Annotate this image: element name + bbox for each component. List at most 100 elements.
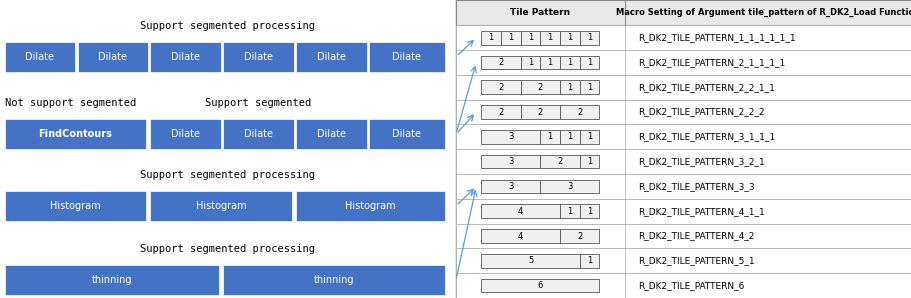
Bar [539,155,579,168]
Bar [539,130,559,144]
Bar [539,31,559,44]
Text: Dilate: Dilate [392,129,421,139]
FancyBboxPatch shape [296,119,366,149]
Text: Support segmented processing: Support segmented processing [140,170,315,180]
Text: Support segmented processing: Support segmented processing [140,244,315,254]
Bar [539,56,559,69]
Text: R_DK2_TILE_PATTERN_4_1_1: R_DK2_TILE_PATTERN_4_1_1 [638,207,764,216]
Text: FindContours: FindContours [38,129,112,139]
Text: 2: 2 [577,232,582,240]
Text: Dilate: Dilate [98,52,128,62]
Bar [481,229,559,243]
Text: 3: 3 [507,132,513,141]
Bar [559,31,579,44]
Text: Histogram: Histogram [344,201,395,211]
Text: R_DK2_TILE_PATTERN_2_1_1_1_1: R_DK2_TILE_PATTERN_2_1_1_1_1 [638,58,784,67]
FancyBboxPatch shape [5,119,146,149]
Text: 6: 6 [537,281,542,290]
Text: 4: 4 [517,207,523,216]
Text: 2: 2 [577,108,582,117]
Bar [520,80,559,94]
Text: R_DK2_TILE_PATTERN_3_1_1_1: R_DK2_TILE_PATTERN_3_1_1_1 [638,132,774,141]
Text: R_DK2_TILE_PATTERN_2_2_2: R_DK2_TILE_PATTERN_2_2_2 [638,108,764,117]
Text: 2: 2 [557,157,562,166]
FancyBboxPatch shape [369,119,445,149]
Text: Not support segmented: Not support segmented [5,98,136,108]
Text: 1: 1 [488,33,493,42]
Bar [500,31,520,44]
Text: 1: 1 [587,157,591,166]
Text: Dilate: Dilate [171,129,200,139]
Bar [456,0,911,25]
Bar [559,80,579,94]
Text: Tile Pattern: Tile Pattern [510,8,569,17]
Text: 2: 2 [537,83,542,92]
Text: 1: 1 [587,58,591,67]
Bar [559,204,579,218]
Text: 1: 1 [547,132,552,141]
Bar [456,25,911,50]
Bar [579,155,599,168]
Text: 1: 1 [527,58,533,67]
Bar [579,254,599,268]
Text: Dilate: Dilate [244,52,273,62]
Text: Dilate: Dilate [244,129,273,139]
Bar [456,149,911,174]
Text: Histogram: Histogram [50,201,100,211]
Text: Macro Setting of Argument tile_pattern of R_DK2_Load Function: Macro Setting of Argument tile_pattern o… [616,8,911,17]
Text: 2: 2 [497,108,503,117]
Bar [481,130,539,144]
Text: Dilate: Dilate [26,52,55,62]
Text: 1: 1 [547,58,552,67]
Text: 2: 2 [497,58,503,67]
Text: 1: 1 [567,83,572,92]
Text: Dilate: Dilate [392,52,421,62]
Text: 1: 1 [587,256,591,265]
Text: Histogram: Histogram [196,201,246,211]
Bar [456,174,911,199]
FancyBboxPatch shape [223,265,445,295]
Bar [481,180,539,193]
FancyBboxPatch shape [5,265,219,295]
Text: R_DK2_TILE_PATTERN_1_1_1_1_1_1: R_DK2_TILE_PATTERN_1_1_1_1_1_1 [638,33,795,42]
Text: Dilate: Dilate [317,129,346,139]
Bar [579,130,599,144]
Text: 1: 1 [567,58,572,67]
Text: 1: 1 [587,207,591,216]
Text: R_DK2_TILE_PATTERN_4_2: R_DK2_TILE_PATTERN_4_2 [638,232,754,240]
FancyBboxPatch shape [223,42,293,72]
Text: Support segmented: Support segmented [205,98,312,108]
Text: 1: 1 [587,33,591,42]
Bar [481,279,599,292]
Text: 3: 3 [507,157,513,166]
Bar [559,105,599,119]
Bar [559,56,579,69]
Bar [579,204,599,218]
Text: R_DK2_TILE_PATTERN_6: R_DK2_TILE_PATTERN_6 [638,281,744,290]
FancyBboxPatch shape [5,191,146,221]
FancyBboxPatch shape [150,119,220,149]
Text: 1: 1 [527,33,533,42]
Text: R_DK2_TILE_PATTERN_3_2_1: R_DK2_TILE_PATTERN_3_2_1 [638,157,764,166]
FancyBboxPatch shape [150,191,292,221]
Text: 1: 1 [567,132,572,141]
Bar [456,50,911,75]
Text: 1: 1 [507,33,513,42]
Bar [520,105,559,119]
Bar [456,100,911,125]
Bar [539,180,599,193]
Bar [456,199,911,224]
Text: 3: 3 [507,182,513,191]
Bar [579,31,599,44]
FancyBboxPatch shape [77,42,148,72]
Text: 1: 1 [547,33,552,42]
FancyBboxPatch shape [369,42,445,72]
Text: 1: 1 [587,83,591,92]
Bar [456,249,911,273]
Bar [481,254,579,268]
Bar [520,31,539,44]
Bar [520,56,539,69]
Text: 1: 1 [567,207,572,216]
Text: 4: 4 [517,232,523,240]
FancyBboxPatch shape [296,42,366,72]
